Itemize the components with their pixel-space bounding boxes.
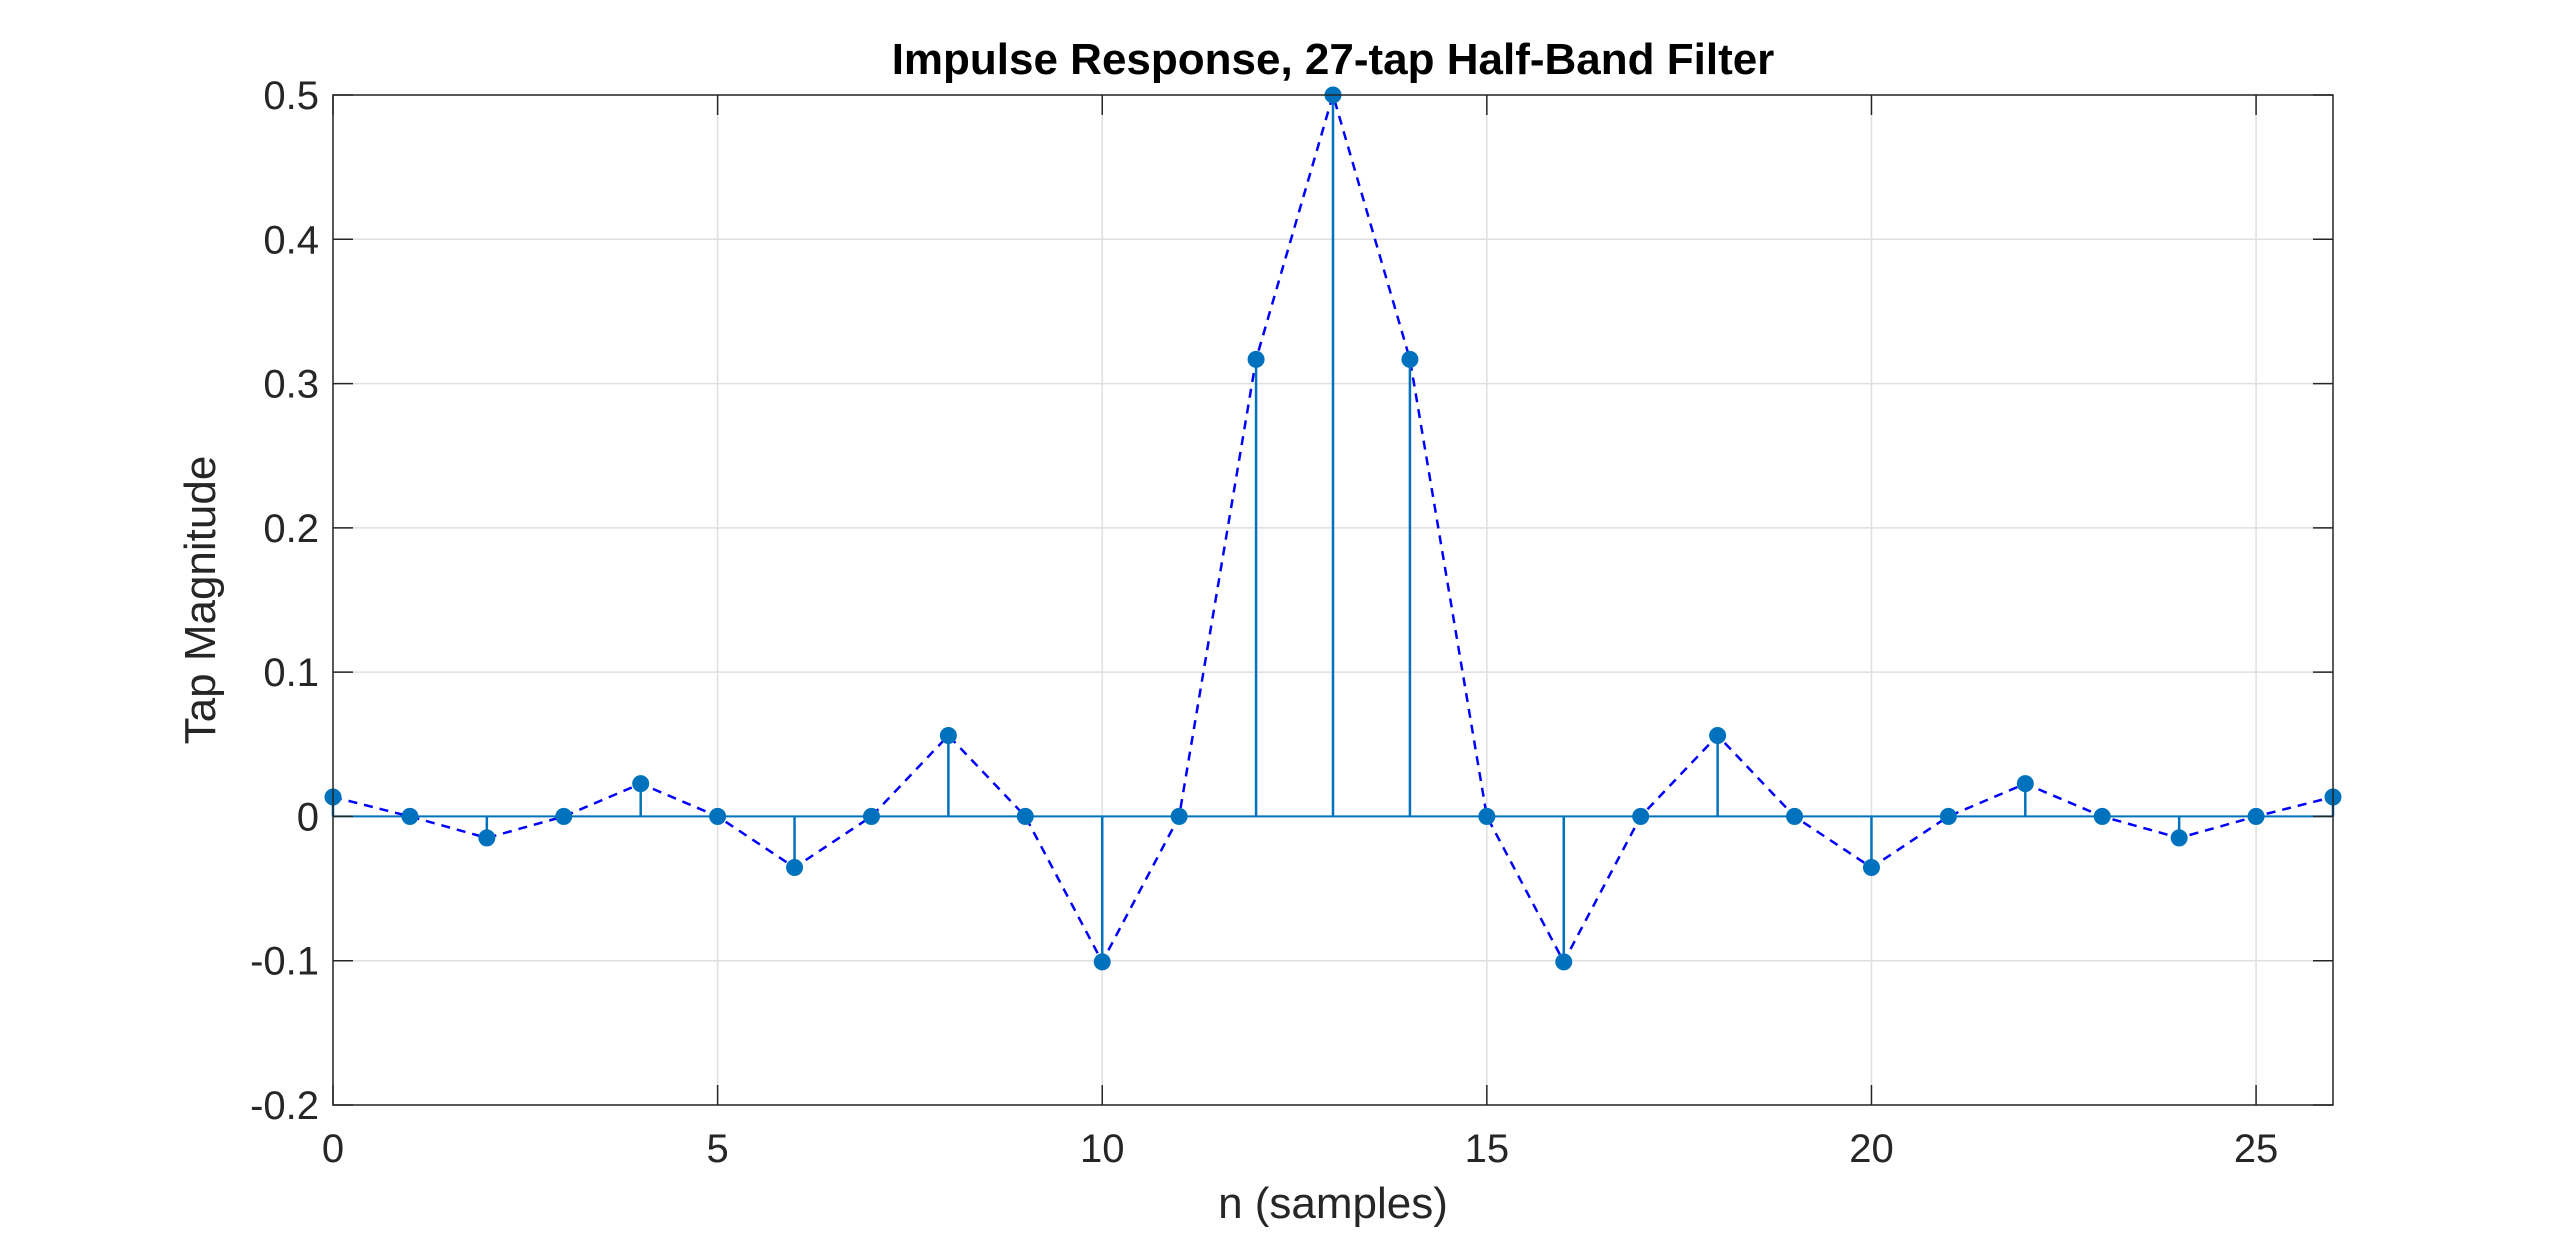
stem-marker [1093,953,1111,971]
stem-marker [1709,726,1727,744]
x-tick-labels: 0 5 10 15 20 25 [322,1127,2278,1171]
y-tick-label: 0.1 [263,651,319,695]
x-tick-label: 5 [706,1127,728,1171]
envelope-line [332,90,2334,965]
stem-marker [1401,350,1419,368]
y-tick-label: 0.5 [263,74,319,118]
stem-marker [1555,953,1573,971]
stem-marker [2093,807,2111,825]
markers [324,86,2342,971]
x-tick-label: 20 [1849,1127,1894,1171]
stem-marker [786,859,804,877]
y-tick-label: -0.2 [250,1084,319,1128]
stem-marker [709,807,727,825]
stem-marker [1786,807,1804,825]
stem-marker [401,807,419,825]
y-tick-label: 0.4 [263,218,319,262]
stem-marker [1016,807,1034,825]
stem-marker [1632,807,1650,825]
y-tick-label: -0.1 [250,940,319,984]
x-tick-label: 15 [1465,1127,1510,1171]
stem-marker [1939,807,1957,825]
x-tick-label: 10 [1080,1127,1125,1171]
stem-marker [1170,807,1188,825]
stem-marker [2247,807,2265,825]
x-tick-label: 25 [2234,1127,2279,1171]
stem-marker [1478,807,1496,825]
y-axis-label: Tap Magnitude [176,456,225,745]
stem-marker [1862,859,1880,877]
y-tick-labels: -0.2 -0.1 0 0.1 0.2 0.3 0.4 0.5 [250,74,319,1128]
stem-marker [555,807,573,825]
stems [331,95,2335,962]
stem-marker [939,726,957,744]
x-axis-label: n (samples) [1218,1179,1448,1228]
stem-marker [1247,350,1265,368]
y-tick-label: 0.3 [263,363,319,407]
tick-marks [332,94,2333,1106]
x-tick-label: 0 [322,1127,344,1171]
stem-marker [632,775,650,793]
chart-title: Impulse Response, 27-tap Half-Band Filte… [892,35,1775,84]
stem-marker [2016,775,2034,793]
y-tick-label: 0.2 [263,507,319,551]
axes-box [332,94,2334,1106]
stem-marker [478,829,496,847]
stem-marker [2170,829,2188,847]
y-tick-label: 0 [297,795,319,839]
stem-marker [862,807,880,825]
